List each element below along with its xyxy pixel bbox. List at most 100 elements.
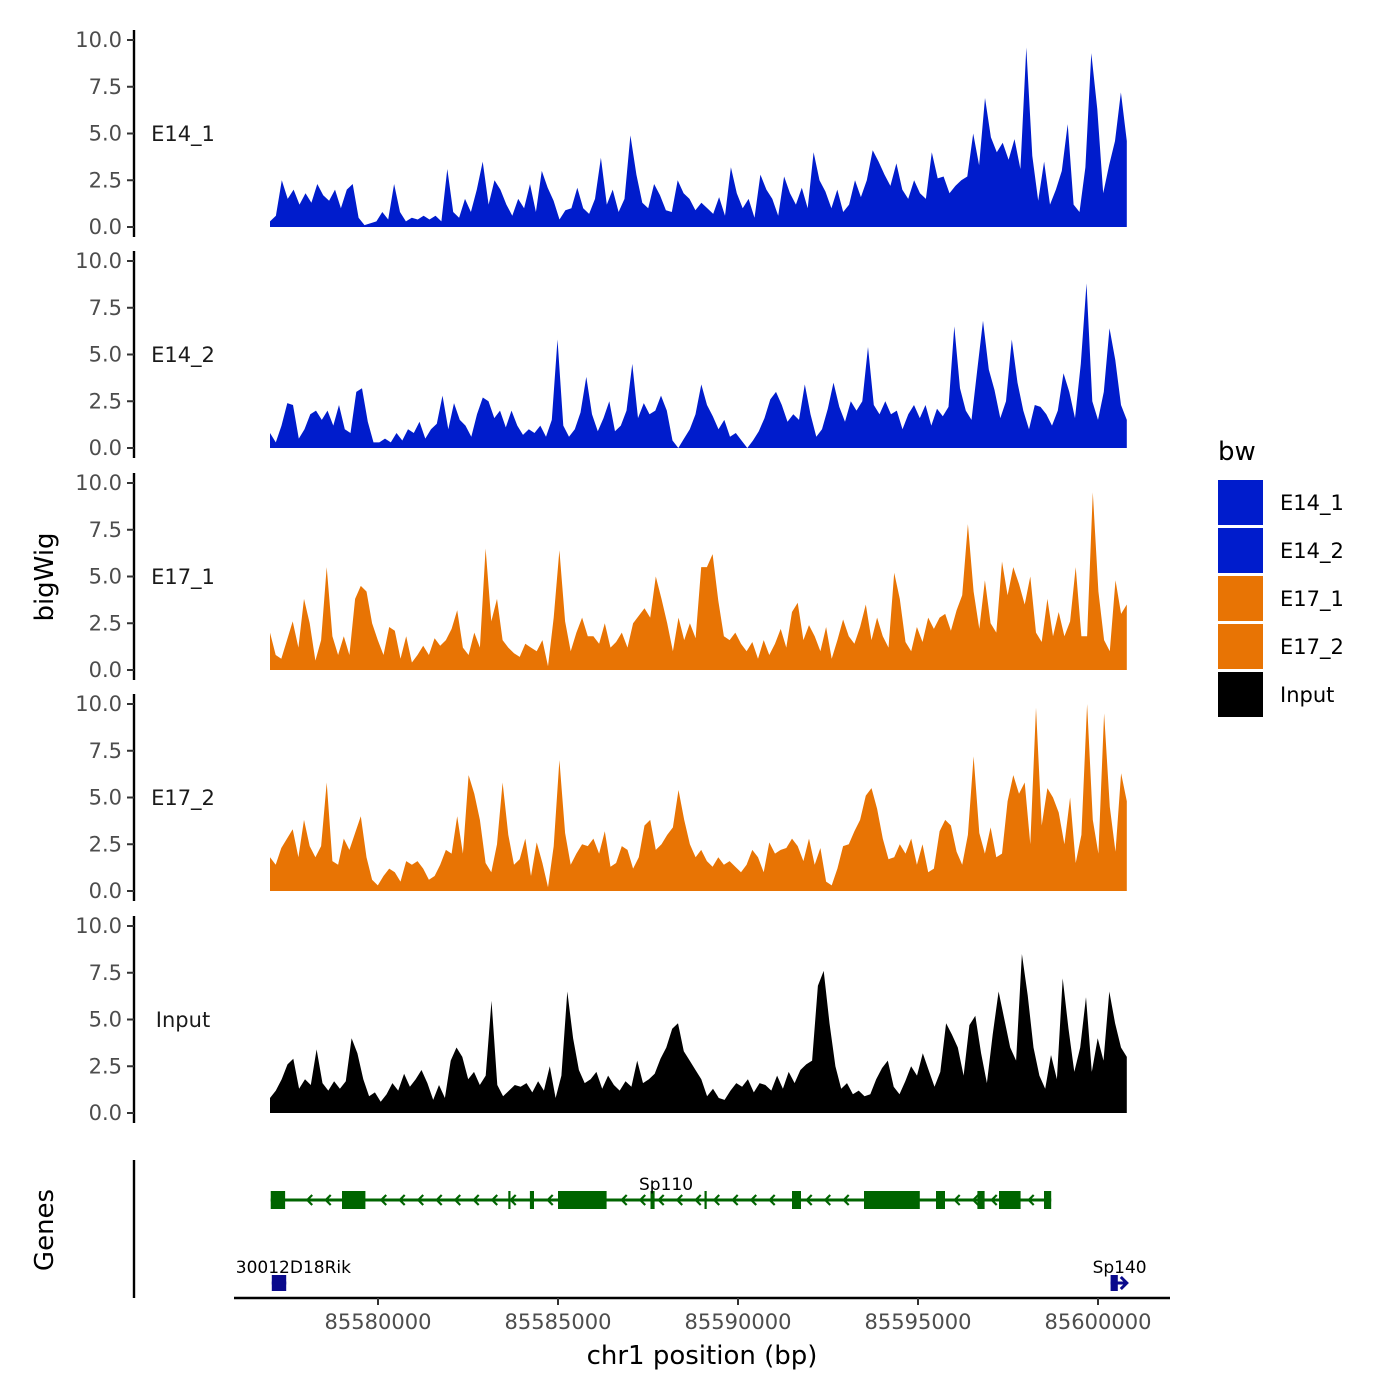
x-axis: 85580000 85585000 85590000 85595000 85600000 xyxy=(234,1296,1170,1334)
strand-chevron xyxy=(620,1194,628,1206)
exon-block xyxy=(271,1275,287,1291)
strand-chevron xyxy=(638,1194,646,1206)
exon-block xyxy=(651,1191,655,1209)
y-tick-label: 7.5 xyxy=(89,518,122,542)
x-tick-label: 85590000 xyxy=(685,1310,792,1334)
strand-chevron xyxy=(490,1194,498,1206)
exon-block xyxy=(1110,1275,1118,1291)
strand-chevron xyxy=(842,1194,850,1206)
y-tick-label: 10.0 xyxy=(75,28,122,52)
strand-chevron xyxy=(416,1194,424,1206)
strip-label-e14-2: E14_2 xyxy=(151,343,215,368)
legend-swatch xyxy=(1218,480,1263,525)
strand-chevron xyxy=(398,1194,406,1206)
y-tick-label: 0.0 xyxy=(89,215,122,239)
strand-chevron xyxy=(435,1194,443,1206)
strand-chevron xyxy=(657,1194,665,1206)
x-tick-label: 85580000 xyxy=(325,1310,432,1334)
strand-chevron xyxy=(472,1194,480,1206)
strand-chevron xyxy=(305,1194,313,1206)
panel-e14-2: 0.0 2.5 5.0 7.5 10.0 E14_2 xyxy=(75,249,1127,460)
strand-chevron xyxy=(823,1194,831,1206)
legend-swatch xyxy=(1218,528,1263,573)
legend-swatch xyxy=(1218,624,1263,669)
y-tick-label: 7.5 xyxy=(89,961,122,985)
area-series-e17-1 xyxy=(270,492,1127,670)
y-tick-label: 0.0 xyxy=(89,879,122,903)
genes-panel: Sp110 30012D18Rik Sp140 xyxy=(132,1160,1147,1298)
gene-30012d18rik: 30012D18Rik xyxy=(236,1258,351,1291)
legend-entry-e17-1: E17_1 xyxy=(1218,576,1344,621)
y-tick-label: 7.5 xyxy=(89,296,122,320)
y-tick-label: 5.0 xyxy=(89,565,122,589)
legend-entry-e14-1: E14_1 xyxy=(1218,480,1344,525)
strand-arrow xyxy=(1119,1275,1129,1291)
exon-block xyxy=(342,1191,366,1209)
legend-swatch xyxy=(1218,576,1263,621)
x-tick-label: 85595000 xyxy=(865,1310,972,1334)
gene-label-30012d18rik: 30012D18Rik xyxy=(236,1258,351,1278)
legend-swatch xyxy=(1218,672,1263,717)
exon-block xyxy=(936,1191,945,1209)
y-tick-label: 0.0 xyxy=(89,436,122,460)
y-tick-label: 5.0 xyxy=(89,122,122,146)
x-tick-label: 85585000 xyxy=(505,1310,612,1334)
exon-block xyxy=(999,1191,1021,1209)
legend: bw E14_1 E14_2 E17_1 E17_2 Input xyxy=(1218,437,1344,717)
y-tick-label: 7.5 xyxy=(89,739,122,763)
strand-chevron xyxy=(1027,1194,1035,1206)
strip-label-e14-1: E14_1 xyxy=(151,122,215,147)
gene-sp140: Sp140 xyxy=(1093,1258,1147,1291)
strand-chevron xyxy=(768,1194,776,1206)
strand-chevron xyxy=(324,1194,332,1206)
legend-label: E17_1 xyxy=(1280,587,1344,612)
strand-chevron xyxy=(379,1194,387,1206)
exon-block xyxy=(531,1191,534,1209)
exon-block xyxy=(864,1191,920,1209)
panel-e17-2: 0.0 2.5 5.0 7.5 10.0 E17_2 xyxy=(75,692,1127,903)
strand-chevron xyxy=(546,1194,554,1206)
strip-label-e17-1: E17_1 xyxy=(151,565,215,590)
x-axis-title: chr1 position (bp) xyxy=(587,1341,818,1371)
strand-chevron xyxy=(731,1194,739,1206)
y-tick-label: 2.5 xyxy=(89,832,122,856)
exon-block xyxy=(977,1191,985,1209)
y-tick-label: 10.0 xyxy=(75,249,122,273)
y-tick-label: 2.5 xyxy=(89,1054,122,1078)
genes-axis-title: Genes xyxy=(30,1189,60,1271)
legend-label: E17_2 xyxy=(1280,635,1344,660)
strand-chevron xyxy=(694,1194,702,1206)
exon-block xyxy=(558,1191,607,1209)
strand-chevron xyxy=(453,1194,461,1206)
strip-label-input: Input xyxy=(156,1008,210,1032)
y-tick-label: 5.0 xyxy=(89,786,122,810)
legend-label: E14_1 xyxy=(1280,491,1344,516)
strand-chevron xyxy=(990,1194,998,1206)
y-tick-label: 0.0 xyxy=(89,658,122,682)
y-axis-title: bigWig xyxy=(30,532,60,621)
legend-entry-e17-2: E17_2 xyxy=(1218,624,1344,669)
y-tick-label: 5.0 xyxy=(89,343,122,367)
area-series-e14-2 xyxy=(270,283,1127,448)
strand-chevron xyxy=(675,1194,683,1206)
y-tick-label: 7.5 xyxy=(89,75,122,99)
exon-block xyxy=(270,1191,286,1209)
y-tick-label: 2.5 xyxy=(89,611,122,635)
y-tick-label: 10.0 xyxy=(75,471,122,495)
gene-label-sp140: Sp140 xyxy=(1093,1258,1147,1278)
legend-entry-input: Input xyxy=(1218,672,1334,717)
strand-chevron xyxy=(805,1194,813,1206)
area-series-e17-2 xyxy=(270,704,1127,891)
panel-e17-1: 0.0 2.5 5.0 7.5 10.0 E17_1 xyxy=(75,471,1127,682)
panel-e14-1: 0.0 2.5 5.0 7.5 10.0 E14_1 xyxy=(75,28,1127,239)
area-series-e14-1 xyxy=(270,47,1127,227)
y-tick-label: 2.5 xyxy=(89,389,122,413)
panel-input: 0.0 2.5 5.0 7.5 10.0 Input xyxy=(75,914,1127,1125)
area-series-input xyxy=(270,954,1127,1113)
strand-chevron xyxy=(749,1194,757,1206)
legend-label: E14_2 xyxy=(1280,539,1344,564)
gene-label-sp110: Sp110 xyxy=(639,1175,693,1195)
exon-block xyxy=(792,1191,801,1209)
strip-label-e17-2: E17_2 xyxy=(151,786,215,811)
